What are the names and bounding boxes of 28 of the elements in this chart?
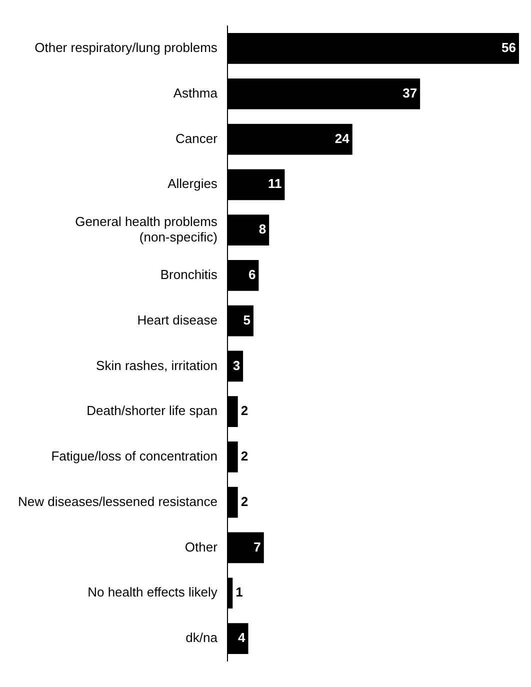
y-tick-label: Death/shorter life span	[86, 403, 218, 418]
y-tick-label: Cancer	[176, 130, 218, 146]
y-tick-label: Asthma	[173, 85, 218, 100]
y-tick-label: Other respiratory/lung problems	[34, 40, 218, 56]
y-tick-label: dk/na	[186, 630, 218, 646]
data-label: 8	[258, 222, 266, 237]
y-tick-label: Skin rashes, irritation	[96, 358, 218, 373]
y-tick-label: Fatigue/loss of concentration	[51, 448, 218, 464]
y-tick-label: Heart disease	[137, 312, 218, 328]
data-label: 4	[238, 630, 246, 646]
data-label: 1	[236, 584, 243, 600]
y-tick-label: Bronchitis	[160, 267, 218, 282]
data-label: 37	[402, 85, 418, 100]
data-label: 11	[268, 176, 282, 192]
data-label: 2	[240, 494, 248, 509]
data-label: 2	[240, 448, 248, 464]
data-label: 7	[254, 539, 261, 554]
data-label: 6	[248, 267, 256, 282]
y-tick-label: No health effects likely	[88, 584, 218, 600]
data-label: 56	[502, 40, 516, 56]
data-label: 24	[334, 130, 350, 146]
y-tick-label: General health problems (non-specific)	[75, 214, 218, 244]
y-tick-label: Other	[184, 539, 218, 554]
data-label: 2	[240, 403, 248, 418]
y-tick-label: New diseases/lessened resistance	[18, 494, 218, 509]
data-label: 3	[232, 358, 240, 373]
data-label: 5	[243, 312, 250, 328]
y-tick-label: Allergies	[168, 176, 218, 192]
